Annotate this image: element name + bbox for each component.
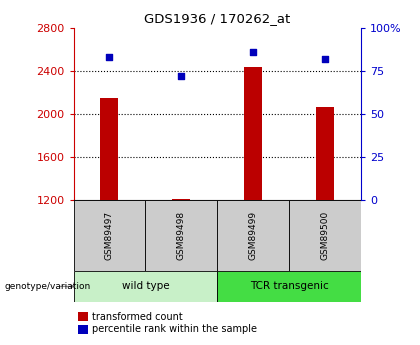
Text: GSM89499: GSM89499 [249, 211, 258, 260]
Bar [218, 200, 289, 271]
Bar [172, 199, 190, 200]
Bar [100, 98, 118, 200]
Point [322, 56, 328, 61]
Text: TCR transgenic: TCR transgenic [250, 282, 329, 291]
Point [250, 49, 257, 55]
Bar [289, 200, 361, 271]
Bar [218, 271, 361, 302]
Text: transformed count: transformed count [92, 312, 182, 322]
Bar [244, 68, 262, 200]
Point [106, 54, 113, 60]
Title: GDS1936 / 170262_at: GDS1936 / 170262_at [144, 12, 291, 25]
Text: GSM89500: GSM89500 [321, 211, 330, 260]
Bar [74, 271, 218, 302]
Text: genotype/variation: genotype/variation [4, 282, 90, 291]
Text: GSM89497: GSM89497 [105, 211, 114, 260]
Point [178, 73, 185, 79]
Bar [316, 107, 334, 200]
Text: GSM89498: GSM89498 [177, 211, 186, 260]
Bar [145, 200, 218, 271]
Text: wild type: wild type [122, 282, 169, 291]
Bar [74, 200, 145, 271]
Text: percentile rank within the sample: percentile rank within the sample [92, 324, 257, 334]
